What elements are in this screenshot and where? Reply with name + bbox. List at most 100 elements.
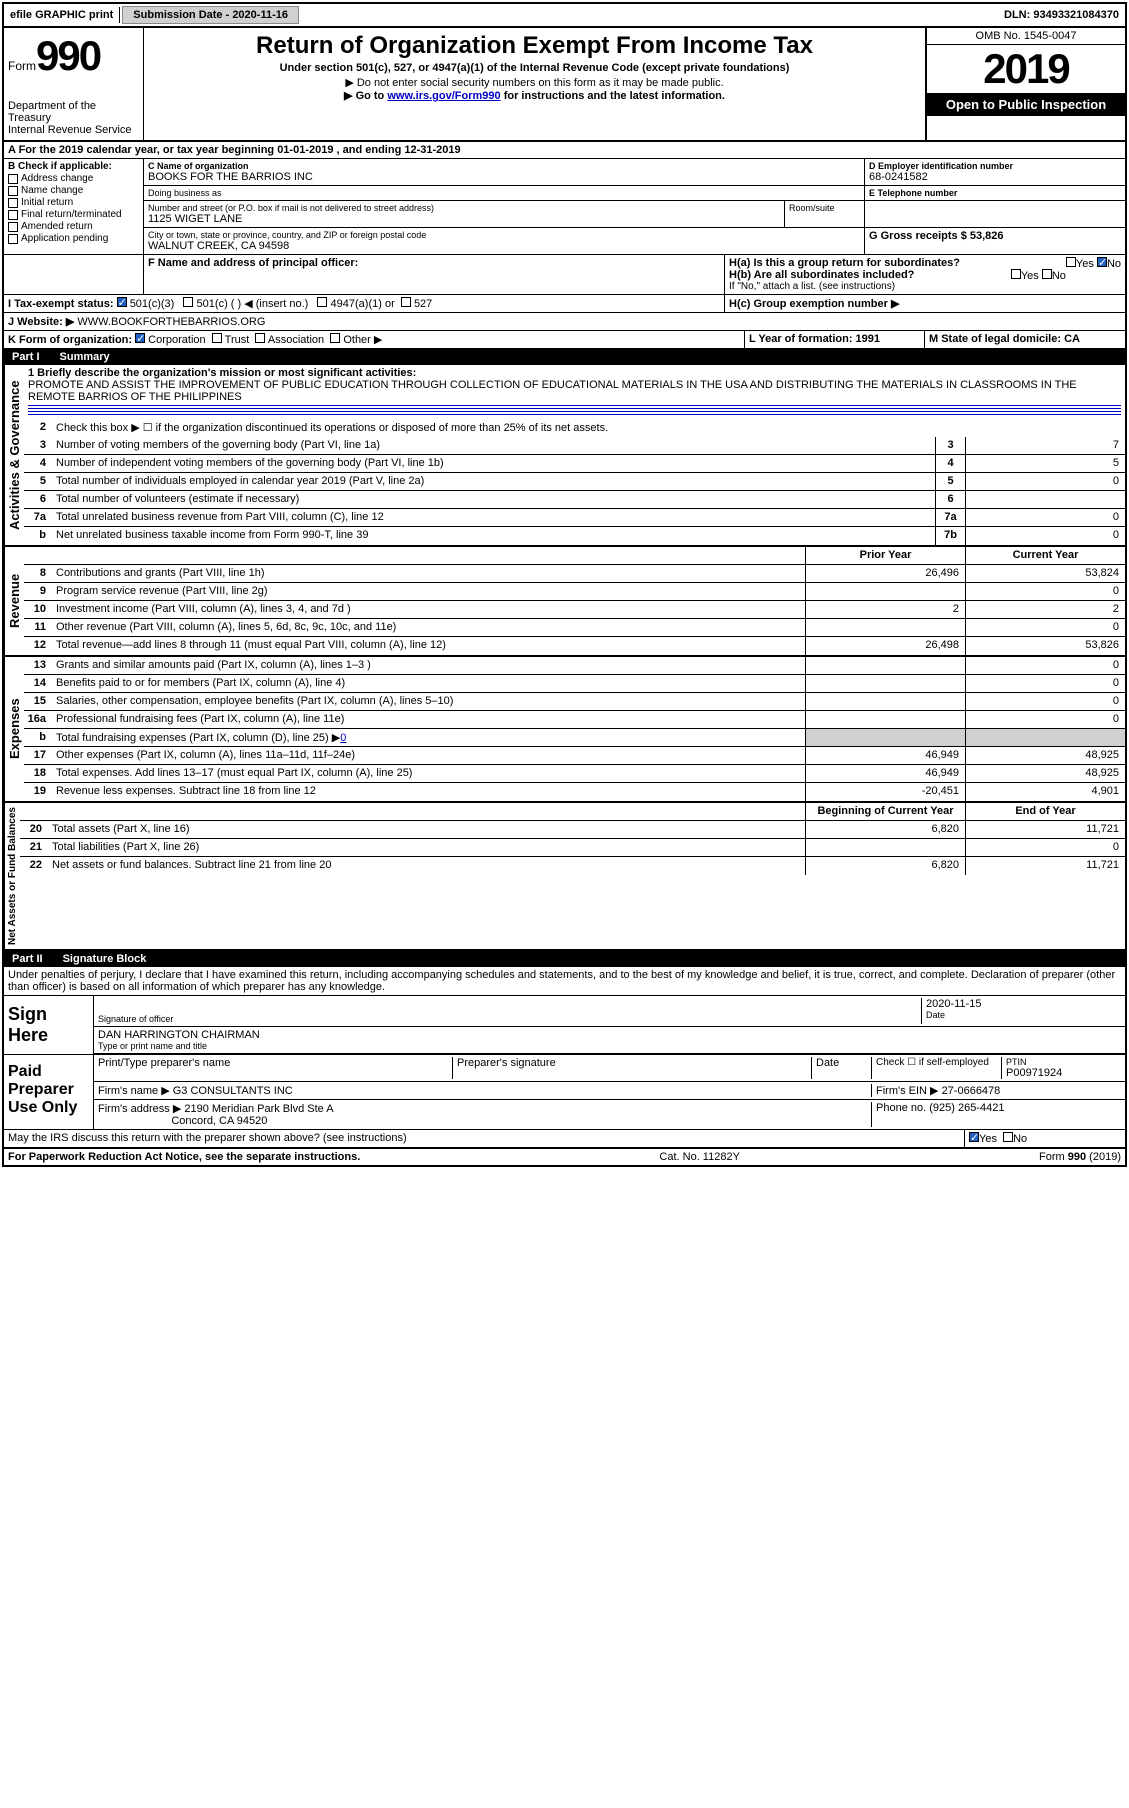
c11: 0 [965,619,1125,636]
p18: 46,949 [805,765,965,782]
cb-hb-yes[interactable] [1011,269,1021,279]
cb-ha-no[interactable] [1097,257,1107,267]
m-state: M State of legal domicile: CA [929,333,1080,345]
paid-preparer-block: Paid Preparer Use Only Print/Type prepar… [4,1055,1125,1130]
footer-mid: Cat. No. 11282Y [659,1151,740,1163]
cb-501c3[interactable] [117,297,127,307]
firm-phone: (925) 265-4421 [929,1102,1004,1114]
check-self: Check ☐ if self-employed [871,1057,1001,1079]
l2: Check this box ▶ ☐ if the organization d… [52,419,1125,437]
b21 [805,839,965,856]
website: WWW.BOOKFORTHEBARRIOS.ORG [77,316,265,328]
cb-amended[interactable] [8,222,18,232]
vert-expenses: Expenses [4,657,24,801]
v3: 7 [965,437,1125,454]
e22: 11,721 [965,857,1125,875]
cb-501c[interactable] [183,297,193,307]
cb-discuss-no[interactable] [1003,1132,1013,1142]
c9: 0 [965,583,1125,600]
p19: -20,451 [805,783,965,801]
subtitle-1: Under section 501(c), 527, or 4947(a)(1)… [152,62,917,74]
l22: Net assets or fund balances. Subtract li… [48,857,805,875]
sig-date: 2020-11-15 [926,998,1121,1010]
firm-addr2: Concord, CA 94520 [171,1115,267,1127]
l14: Benefits paid to or for members (Part IX… [52,675,805,692]
prep-date-label: Date [811,1057,871,1079]
tax-year: 2019 [927,45,1125,93]
c16a: 0 [965,711,1125,728]
p10: 2 [805,601,965,618]
c14: 0 [965,675,1125,692]
cb-4947[interactable] [317,297,327,307]
cb-corp[interactable] [135,333,145,343]
j-website-label: J Website: ▶ [8,316,74,328]
ha-label: H(a) Is this a group return for subordin… [729,257,960,269]
c18: 48,925 [965,765,1125,782]
p9 [805,583,965,600]
k-label: K Form of organization: [8,334,132,346]
cb-final-return[interactable] [8,210,18,220]
footer-right: Form 990 (2019) [1039,1151,1121,1163]
cb-assoc[interactable] [255,333,265,343]
date-label: Date [926,1010,1121,1020]
l12: Total revenue—add lines 8 through 11 (mu… [52,637,805,655]
footer-left: For Paperwork Reduction Act Notice, see … [8,1151,360,1163]
cb-other[interactable] [330,333,340,343]
part-2-header: Part II Signature Block [4,951,1125,967]
dept-treasury: Department of the Treasury [8,100,139,124]
irs-link[interactable]: www.irs.gov/Form990 [387,90,500,102]
l7b: Net unrelated business taxable income fr… [52,527,935,545]
e-phone-label: E Telephone number [869,188,1121,198]
sign-here-label: Sign Here [4,996,94,1054]
c19: 4,901 [965,783,1125,801]
f-officer-label: F Name and address of principal officer: [148,257,358,269]
city-state-zip: WALNUT CREEK, CA 94598 [148,240,289,252]
cb-527[interactable] [401,297,411,307]
eoy-header: End of Year [965,803,1125,820]
submission-date-button[interactable]: Submission Date - 2020-11-16 [122,6,299,24]
l1-label: 1 Briefly describe the organization's mi… [28,367,1121,379]
c15: 0 [965,693,1125,710]
name-title-label: Type or print name and title [98,1041,1121,1051]
c10: 2 [965,601,1125,618]
hb-note: If "No," attach a list. (see instruction… [729,281,1121,292]
p13 [805,657,965,674]
part-1-num: Part I [12,351,40,363]
e21: 0 [965,839,1125,856]
cb-hb-no[interactable] [1042,269,1052,279]
l18: Total expenses. Add lines 13–17 (must eq… [52,765,805,782]
c8: 53,824 [965,565,1125,582]
cb-trust[interactable] [212,333,222,343]
vert-revenue: Revenue [4,547,24,655]
l19: Revenue less expenses. Subtract line 18 … [52,783,805,801]
cb-initial-return[interactable] [8,198,18,208]
hb-label: H(b) Are all subordinates included? [729,269,914,281]
c17: 48,925 [965,747,1125,764]
c-name-label: C Name of organization [148,161,860,171]
cb-name-change[interactable] [8,186,18,196]
prior-year-header: Prior Year [805,547,965,564]
vert-net-assets: Net Assets or Fund Balances [4,803,20,949]
v7b: 0 [965,527,1125,545]
l21: Total liabilities (Part X, line 26) [48,839,805,856]
cb-address-change[interactable] [8,174,18,184]
l3: Number of voting members of the governin… [52,437,935,454]
ein: 68-0241582 [869,171,928,183]
room-label: Room/suite [789,203,860,213]
cb-ha-yes[interactable] [1066,257,1076,267]
l15: Salaries, other compensation, employee b… [52,693,805,710]
cb-application[interactable] [8,234,18,244]
p12: 26,498 [805,637,965,655]
mission-text: PROMOTE AND ASSIST THE IMPROVEMENT OF PU… [28,379,1121,403]
sig-officer-label: Signature of officer [98,1014,921,1024]
v4: 5 [965,455,1125,472]
l11: Other revenue (Part VIII, column (A), li… [52,619,805,636]
c13: 0 [965,657,1125,674]
boy-header: Beginning of Current Year [805,803,965,820]
l-year: L Year of formation: 1991 [749,333,880,345]
dba-label: Doing business as [148,188,860,198]
l13: Grants and similar amounts paid (Part IX… [52,657,805,674]
l4: Number of independent voting members of … [52,455,935,472]
cb-discuss-yes[interactable] [969,1132,979,1142]
part-1-header: Part I Summary [4,349,1125,365]
